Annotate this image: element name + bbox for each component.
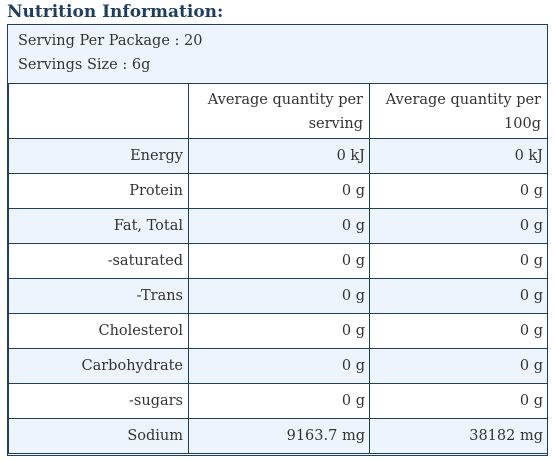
nutrition-panel: Serving Per Package : 20 Servings Size :… [7, 24, 548, 456]
table-row: Energy 0 kJ 0 kJ [8, 138, 548, 174]
row-label: Protein [8, 173, 189, 209]
row-label: Energy [8, 138, 189, 174]
table-row: Protein 0 g 0 g [8, 173, 548, 209]
table-row: Fat, Total 0 g 0 g [8, 208, 548, 244]
row-per-100g: 0 kJ [369, 138, 548, 174]
row-label: Fat, Total [8, 208, 189, 244]
row-per-serving: 0 g [188, 243, 370, 279]
page-title: Nutrition Information: [7, 2, 224, 22]
nutrition-table: Average quantity per serving Average qua… [8, 83, 548, 454]
table-row: -Trans 0 g 0 g [8, 278, 548, 314]
table-header-row: Average quantity per serving Average qua… [8, 83, 548, 139]
row-per-100g: 0 g [369, 208, 548, 244]
row-per-100g: 0 g [369, 313, 548, 349]
serving-size: Servings Size : 6g [18, 57, 151, 73]
row-label: Sodium [8, 418, 189, 454]
serving-per-package: Serving Per Package : 20 [18, 33, 203, 49]
table-row: -saturated 0 g 0 g [8, 243, 548, 279]
row-per-serving: 0 g [188, 278, 370, 314]
row-per-serving: 0 g [188, 208, 370, 244]
row-per-100g: 38182 mg [369, 418, 548, 454]
row-label: -Trans [8, 278, 189, 314]
row-label: Cholesterol [8, 313, 189, 349]
row-per-100g: 0 g [369, 348, 548, 384]
header-cell-label [8, 83, 189, 139]
row-per-serving: 0 g [188, 383, 370, 419]
table-row: -sugars 0 g 0 g [8, 383, 548, 419]
row-per-serving: 0 g [188, 313, 370, 349]
row-per-serving: 0 g [188, 173, 370, 209]
row-label: Carbohydrate [8, 348, 189, 384]
header-cell-per-serving: Average quantity per serving [188, 83, 370, 139]
row-label: -saturated [8, 243, 189, 279]
row-per-100g: 0 g [369, 243, 548, 279]
row-per-serving: 9163.7 mg [188, 418, 370, 454]
table-row: Cholesterol 0 g 0 g [8, 313, 548, 349]
row-per-serving: 0 kJ [188, 138, 370, 174]
row-per-100g: 0 g [369, 173, 548, 209]
serving-info: Serving Per Package : 20 Servings Size :… [18, 29, 202, 77]
row-label: -sugars [8, 383, 189, 419]
row-per-100g: 0 g [369, 383, 548, 419]
header-cell-per-100g: Average quantity per 100g [369, 83, 548, 139]
table-row: Sodium 9163.7 mg 38182 mg [8, 418, 548, 454]
table-row: Carbohydrate 0 g 0 g [8, 348, 548, 384]
row-per-serving: 0 g [188, 348, 370, 384]
row-per-100g: 0 g [369, 278, 548, 314]
